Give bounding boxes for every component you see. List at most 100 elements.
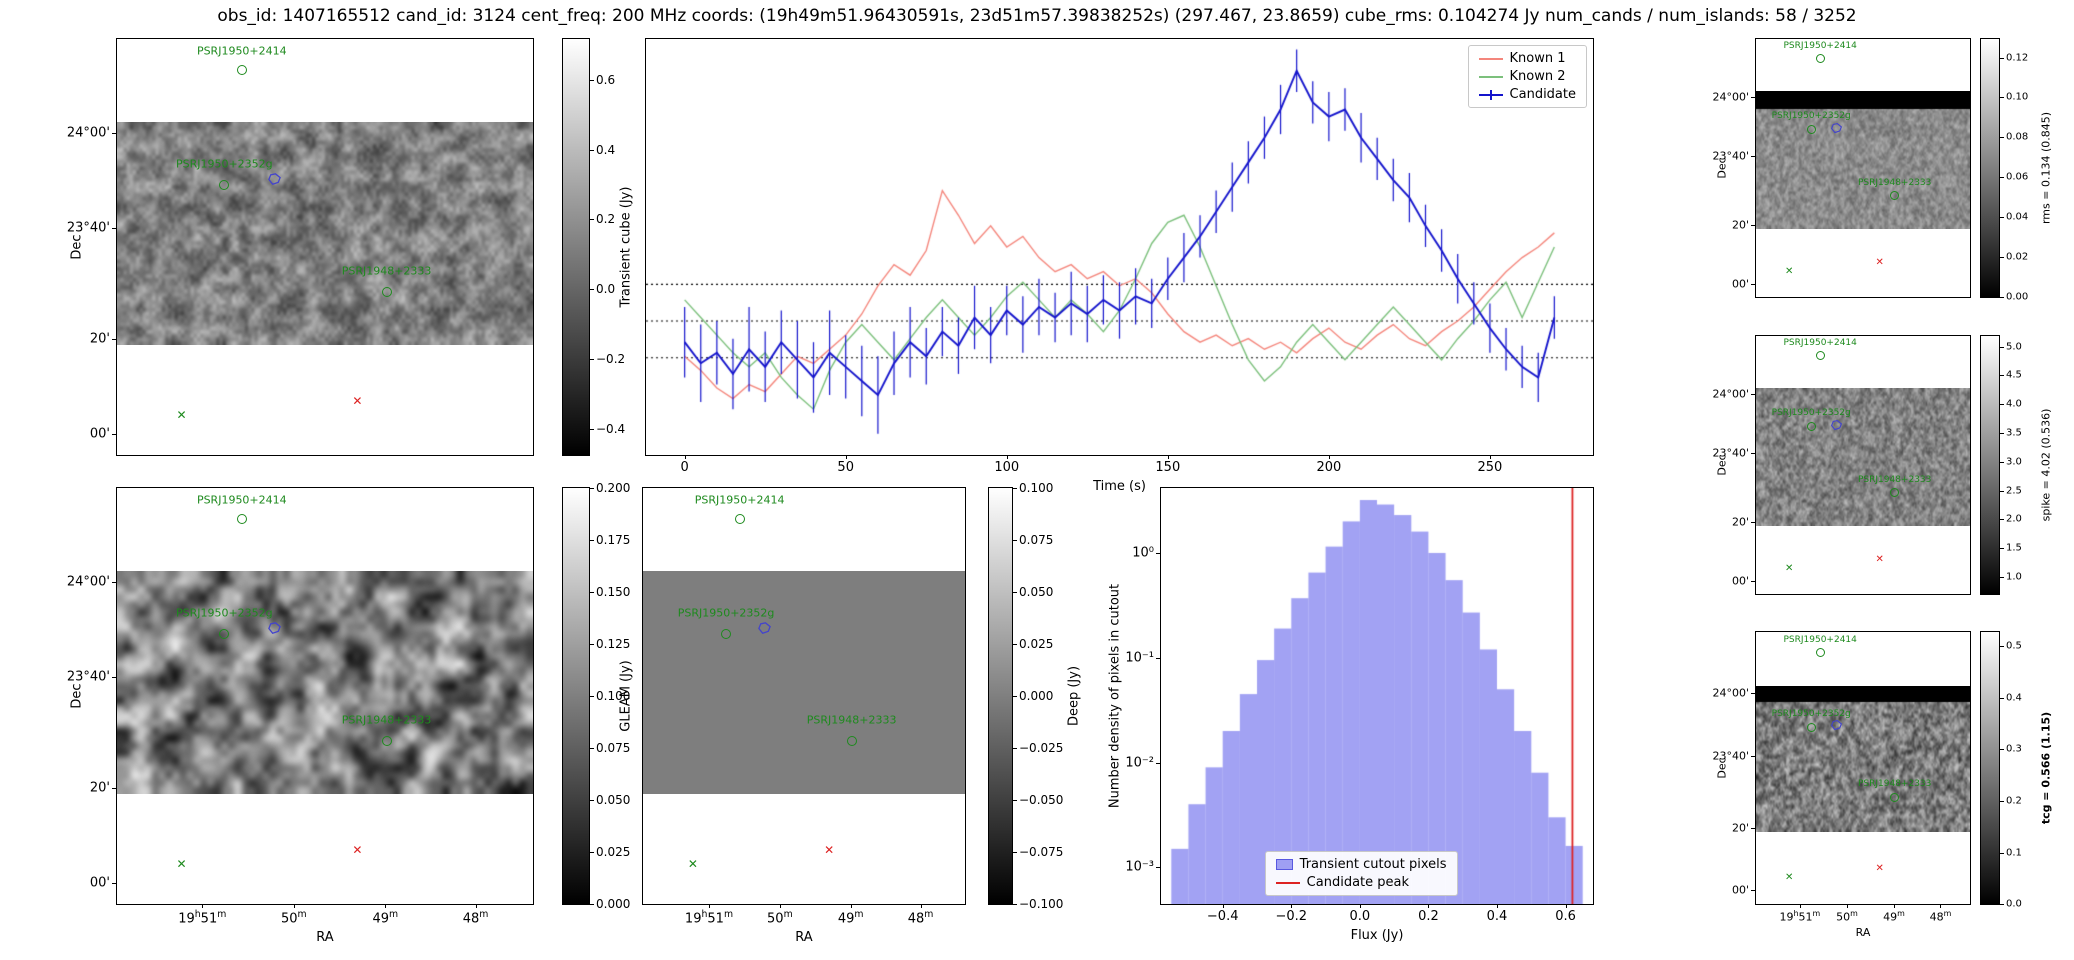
candidate-contour-icon: [267, 172, 282, 191]
colorbar-tick-label: 0.10: [2006, 91, 2029, 103]
legend-item: Candidate: [1478, 87, 1576, 102]
colorbar-tick-label: 2.0: [2006, 513, 2022, 525]
colorbar-tick-label: 0.100: [596, 689, 631, 703]
source-circle-icon: [1890, 488, 1900, 498]
legend-item: Known 2: [1478, 69, 1576, 84]
legend-item: Candidate peak: [1275, 875, 1447, 890]
colorbar-tick-label: −0.100: [1019, 896, 1064, 911]
tick-icon: [2000, 697, 2004, 699]
known-source-x-icon: ✕: [1784, 266, 1794, 278]
source-label: PSRJ1948+2333: [806, 713, 897, 727]
tick-icon: [112, 581, 117, 583]
legend-label: Known 2: [1509, 69, 1566, 84]
tick-icon: [1013, 488, 1017, 490]
spike-clip: PSRJ1950+2414 PSRJ1950+2352g PSRJ1948+2333…: [1756, 336, 1970, 594]
ra-tick-label: 49m: [1883, 909, 1905, 924]
colorbar-tick-label: 0.075: [1019, 533, 1054, 548]
flux-tick-label: 0.4: [1486, 909, 1508, 924]
rms-panel: PSRJ1950+2414 PSRJ1950+2352g PSRJ1948+2333…: [1712, 38, 1971, 298]
tick-icon: [2000, 490, 2004, 492]
dec-tick-label: 23°40': [1712, 446, 1749, 460]
tick-icon: [1156, 552, 1161, 554]
tick-icon: [1013, 747, 1017, 749]
tick-icon: [845, 455, 847, 459]
source-label: PSRJ1948+2333: [341, 264, 432, 278]
flux-tick-label: −0.2: [1275, 909, 1308, 924]
ra-tick-label: 50m: [767, 909, 793, 927]
dec-tick-label: 23°40': [66, 669, 110, 685]
colorbar-tick-label: −0.075: [1019, 844, 1064, 859]
source-circle-icon: [381, 735, 392, 746]
source-label: PSRJ1950+2414: [196, 44, 287, 58]
source-label: PSRJ1948+2333: [1857, 778, 1932, 789]
candidate-contour-icon: [757, 621, 772, 640]
tick-icon: [590, 540, 594, 542]
tick-icon: [1751, 693, 1756, 695]
colorbar-gradient: [562, 38, 590, 456]
time-tick-label: 50: [837, 460, 854, 475]
tick-icon: [1751, 453, 1756, 455]
tick-icon: [1799, 904, 1801, 908]
legend-patch-icon: [1275, 859, 1293, 870]
tick-icon: [1751, 224, 1756, 226]
tick-icon: [1751, 755, 1756, 757]
colorbar-tick-label: 0.5: [2006, 640, 2022, 652]
source-circle-icon: [1815, 350, 1825, 360]
source-circle-icon: [1815, 647, 1825, 657]
candidate-contour-icon: [1830, 417, 1843, 436]
tick-icon: [1156, 657, 1161, 659]
tick-icon: [1013, 540, 1017, 542]
dec-axis-label: Dec: [69, 683, 85, 709]
tick-icon: [475, 904, 477, 908]
legend-label: Candidate peak: [1306, 875, 1410, 890]
source-circle-icon: [219, 180, 230, 191]
tick-icon: [1359, 904, 1361, 908]
colorbar-tick-label: 0.175: [596, 533, 631, 548]
source-label: PSRJ1950+2352g: [1771, 708, 1851, 719]
source-label: PSRJ1950+2414: [1783, 41, 1857, 52]
figure-title: obs_id: 1407165512 cand_id: 3124 cent_fr…: [217, 6, 1857, 26]
dec-axis-label: Dec: [1715, 454, 1729, 476]
legend-line-icon: [1478, 75, 1503, 78]
tick-icon: [293, 904, 295, 908]
tick-icon: [590, 903, 594, 905]
dec-tick-label: 00': [89, 875, 110, 891]
source-label: PSRJ1950+2414: [1783, 634, 1857, 645]
ra-tick-label: 48m: [462, 909, 489, 927]
known-source-x-icon: ✕: [1784, 563, 1794, 575]
tick-icon: [850, 904, 852, 908]
source-label: PSRJ1948+2333: [1857, 177, 1932, 188]
candidate-contour-icon: [267, 621, 282, 640]
tick-icon: [590, 149, 594, 151]
spike-panel: PSRJ1950+2414 PSRJ1950+2352g PSRJ1948+2333…: [1712, 335, 1971, 595]
tick-icon: [1013, 903, 1017, 905]
time-tick-label: 150: [1155, 460, 1181, 475]
legend-label: Candidate: [1509, 87, 1576, 102]
dec-tick-label: 24°00': [1712, 387, 1749, 401]
source-label: PSRJ1950+2352g: [677, 606, 775, 620]
colorbar-tick-label: 0.00: [2006, 291, 2029, 303]
source-circle-icon: [1806, 723, 1816, 733]
colorbar-tick-label: 1.5: [2006, 542, 2022, 554]
colorbar-tick-label: 0.2: [2006, 795, 2022, 807]
histogram-legend: Transient cutout pixels Candidate peak: [1264, 851, 1458, 896]
rms-cutout-image: [1756, 90, 1970, 229]
candidate-contour-icon: [1830, 717, 1843, 736]
tick-icon: [2000, 801, 2004, 803]
tick-icon: [590, 428, 594, 430]
tick-icon: [1940, 904, 1942, 908]
tick-icon: [112, 434, 117, 436]
tick-icon: [2000, 137, 2004, 139]
tcg-colorbar: 0.5 0.4 0.3 0.2 0.1 0.0 tcg = 0.566 (1.15): [1980, 631, 2053, 910]
colorbar-tick-label: 0.025: [596, 844, 631, 859]
deep-panel: PSRJ1950+2414 PSRJ1950+2352g PSRJ1948+2333…: [642, 487, 966, 945]
tick-icon: [2000, 346, 2004, 348]
tick-icon: [1751, 156, 1756, 158]
legend-label: Known 1: [1509, 51, 1566, 66]
tick-icon: [590, 644, 594, 646]
colorbar-tick-label: 0.08: [2006, 131, 2029, 143]
colorbar-tick-label: 0.06: [2006, 171, 2029, 183]
tick-icon: [2000, 404, 2004, 406]
dec-axis-label: Dec: [1715, 157, 1729, 179]
colorbar-tick-label: 5.0: [2006, 341, 2022, 353]
